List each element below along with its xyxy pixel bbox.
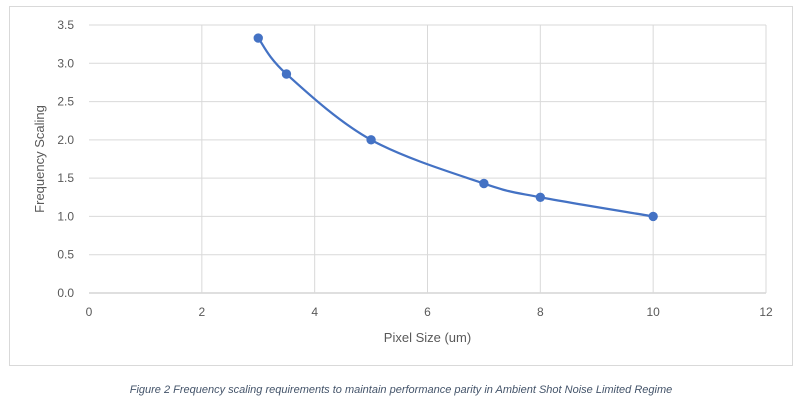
x-tick-label: 4 — [311, 305, 318, 319]
data-point — [366, 135, 376, 145]
x-tick-label: 0 — [86, 305, 93, 319]
figure-caption: Figure 2 Frequency scaling requirements … — [129, 384, 673, 396]
x-tick-label: 10 — [646, 305, 660, 319]
x-tick-label: 2 — [198, 305, 205, 319]
frequency-scaling-chart: 0.0 0.5 1.0 1.5 2.0 2.5 3.0 3.5 0 2 4 6 8 10 12 Pixel … — [32, 18, 773, 345]
tick-labels: 0.0 0.5 1.0 1.5 2.0 2.5 3.0 3.5 0 2 4 6 8 10 12 — [57, 18, 773, 319]
y-tick-label: 1.5 — [57, 171, 74, 185]
data-point — [479, 178, 489, 189]
y-tick-label: 0.0 — [57, 286, 74, 300]
y-tick-label: 3.0 — [57, 56, 74, 70]
x-axis-title: Pixel Size (um) — [384, 330, 471, 345]
x-tick-label: 12 — [759, 305, 773, 319]
y-axis-title: Frequency Scaling — [32, 105, 47, 213]
data-point — [648, 211, 658, 222]
y-tick-label: 2.0 — [57, 133, 74, 147]
x-tick-label: 6 — [424, 305, 431, 319]
chart-area — [9, 6, 793, 366]
x-tick-label: 8 — [537, 305, 544, 319]
data-point — [253, 33, 263, 43]
y-tick-label: 1.0 — [57, 209, 74, 223]
y-tick-label: 3.5 — [57, 18, 74, 32]
y-tick-label: 0.5 — [57, 248, 74, 262]
gridlines — [89, 24, 767, 294]
series-frequency-scaling — [253, 33, 658, 222]
series-line — [257, 37, 654, 218]
data-point — [535, 192, 546, 202]
y-tick-label: 2.5 — [57, 95, 74, 109]
data-point — [281, 69, 292, 79]
